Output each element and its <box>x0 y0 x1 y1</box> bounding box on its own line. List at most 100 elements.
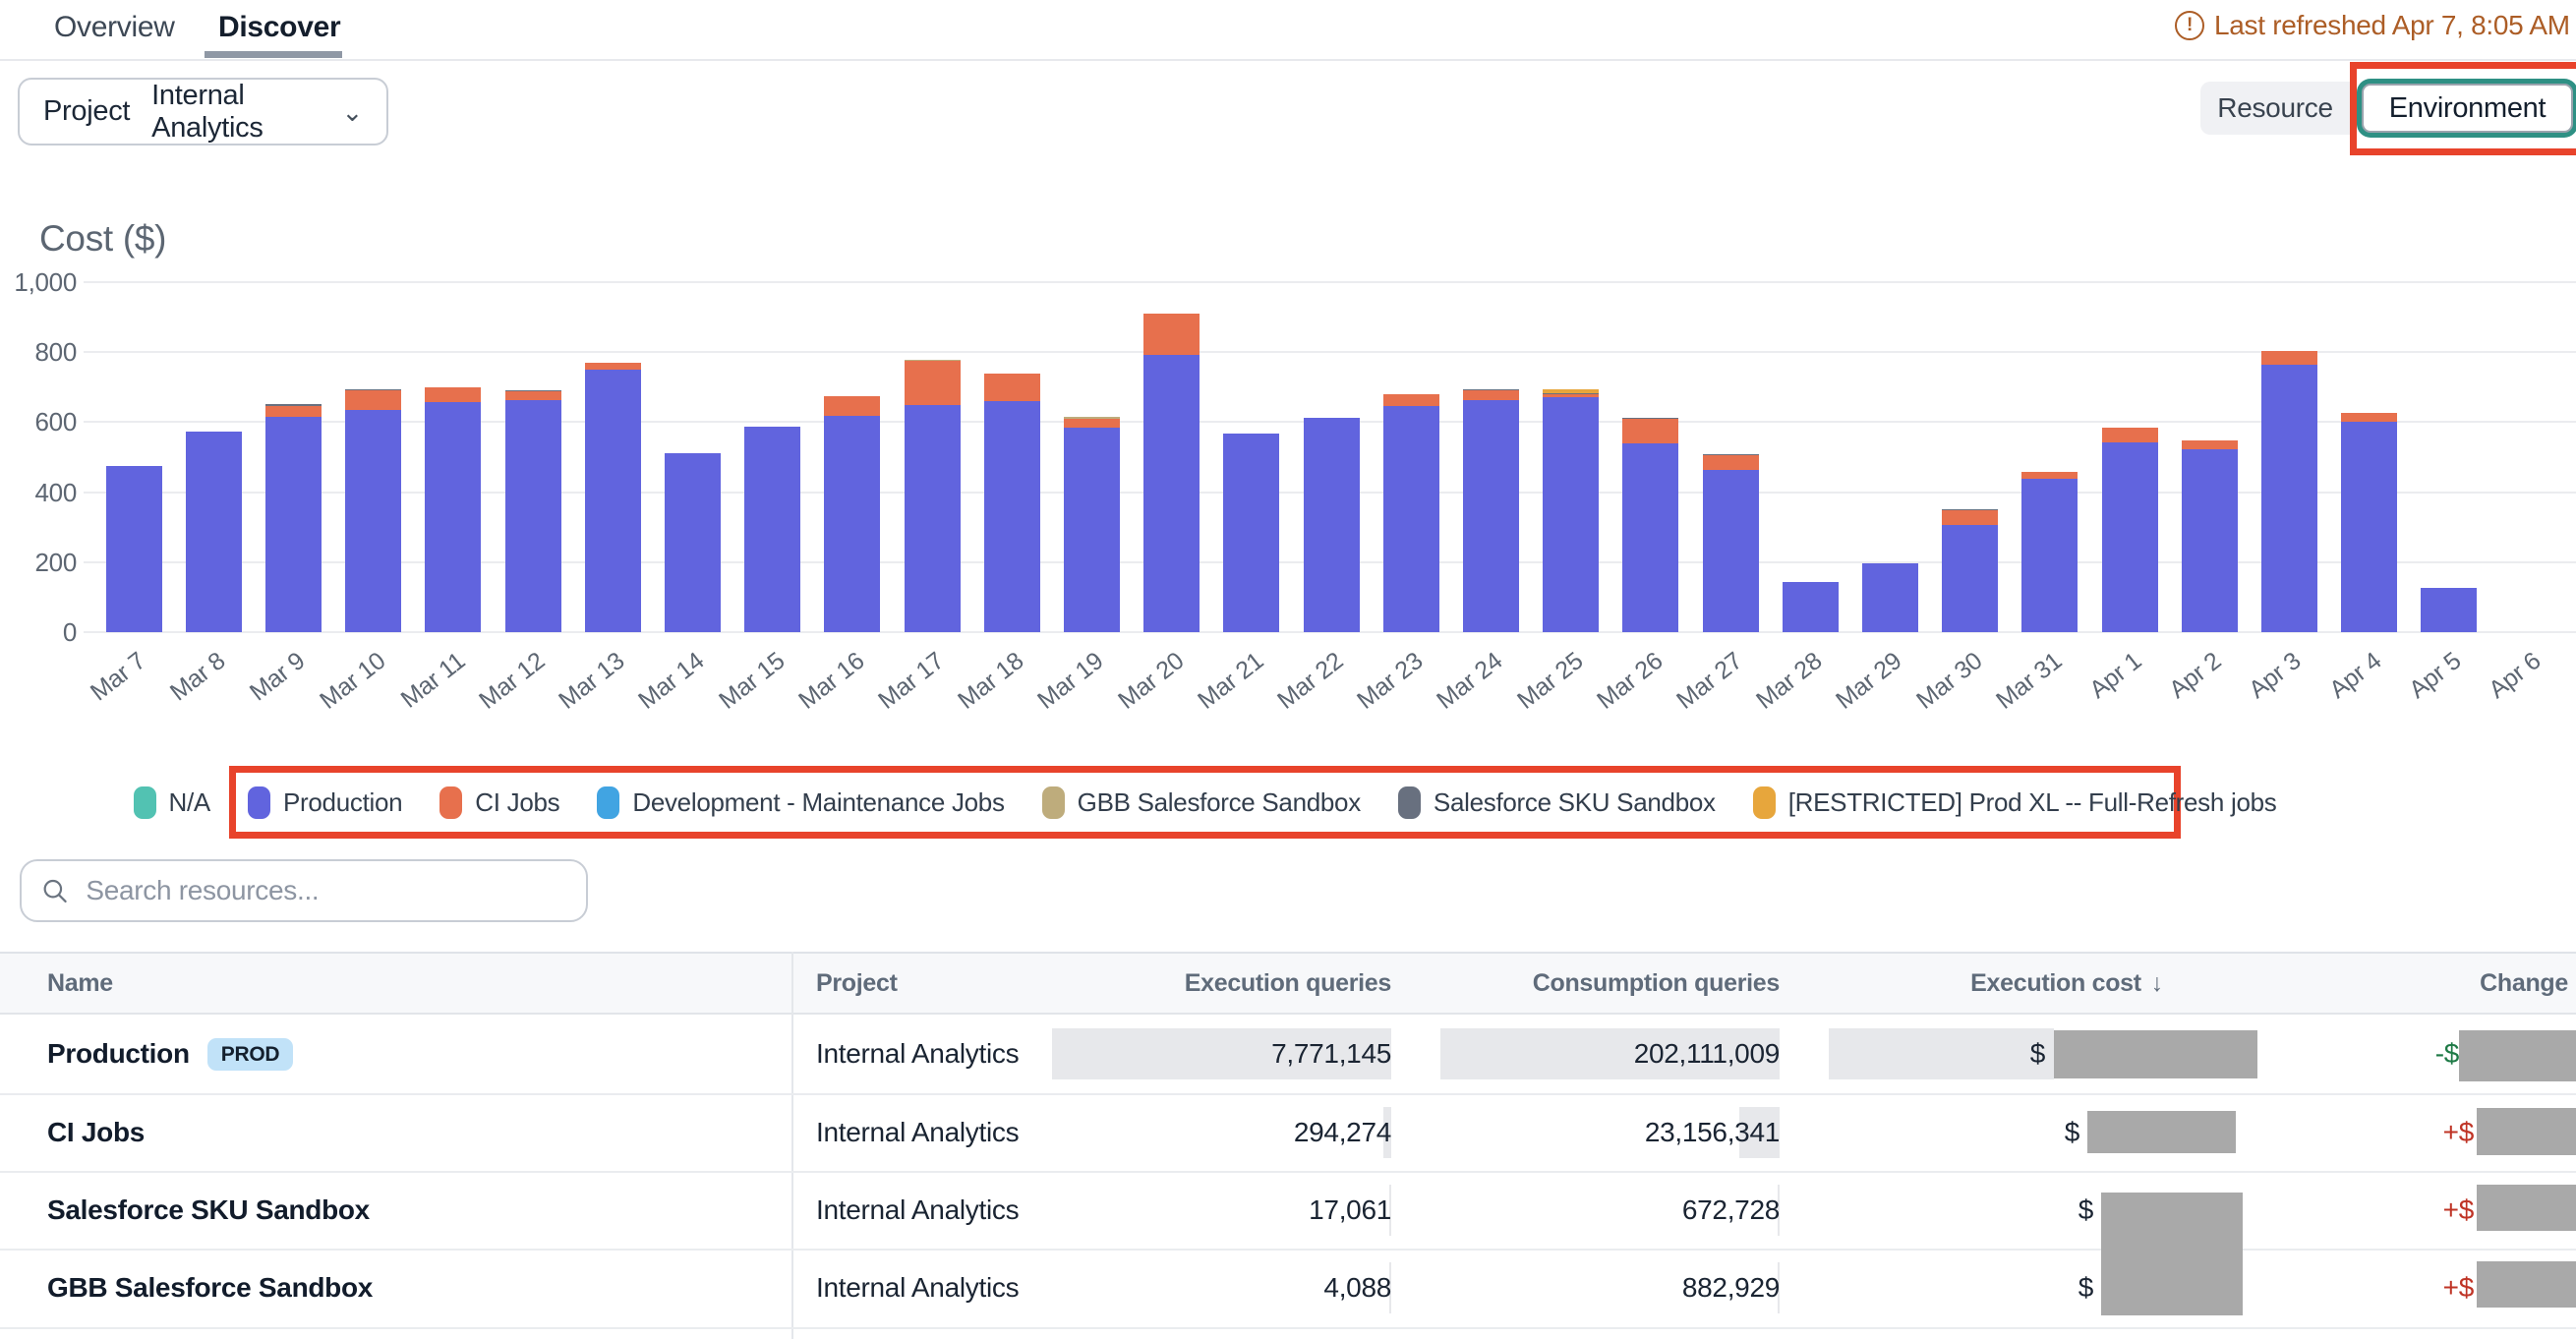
bar-segment-salesforce-sku-sandbox[interactable] <box>1462 389 1519 390</box>
bar-segment-production[interactable] <box>2260 364 2317 632</box>
resource-name: CI Jobs <box>47 1093 145 1171</box>
bar-segment-ci-jobs[interactable] <box>264 406 322 418</box>
bar-segment-production[interactable] <box>584 370 641 632</box>
legend-swatch-icon <box>439 786 463 819</box>
bar-segment-restricted-prod-xl-full-refresh-jobs[interactable] <box>1543 389 1600 393</box>
bar-segment-production[interactable] <box>1861 563 1918 632</box>
bar-segment-production[interactable] <box>2421 588 2478 632</box>
bar-segment-production[interactable] <box>1462 400 1519 632</box>
bar-segment-salesforce-sku-sandbox[interactable] <box>1543 392 1600 395</box>
bar-segment-ci-jobs[interactable] <box>1702 454 1759 470</box>
bar-segment-ci-jobs[interactable] <box>904 360 961 405</box>
bar-segment-ci-jobs[interactable] <box>1543 394 1600 398</box>
bar-segment-production[interactable] <box>504 400 561 632</box>
bar-segment-ci-jobs[interactable] <box>1622 418 1679 444</box>
legend-item[interactable]: Salesforce SKU Sandbox <box>1397 786 1716 819</box>
environment-toggle-button[interactable]: Environment <box>2362 84 2573 133</box>
bar-segment-production[interactable] <box>1063 428 1120 632</box>
project-filter-value: Internal Analytics <box>151 79 263 144</box>
bar-segment-ci-jobs[interactable] <box>345 390 402 410</box>
resource-toggle-button[interactable]: Resource <box>2200 82 2350 135</box>
bar-segment-gbb-salesforce-sandbox[interactable] <box>904 359 961 361</box>
legend-item[interactable]: Production <box>247 786 403 819</box>
column-header-consumption-queries[interactable]: Consumption queries <box>1532 969 1781 997</box>
bar-segment-production[interactable] <box>1782 581 1839 632</box>
bar-segment-production[interactable] <box>105 465 162 632</box>
column-header-name[interactable]: Name <box>47 969 113 997</box>
project-filter-dropdown[interactable]: Project Internal Analytics ⌄ <box>18 78 388 146</box>
bar-segment-ci-jobs[interactable] <box>2021 472 2078 479</box>
search-icon <box>43 879 67 903</box>
bar-segment-ci-jobs[interactable] <box>584 362 641 370</box>
column-header-change[interactable]: Change <box>2480 969 2568 997</box>
bar-segment-ci-jobs[interactable] <box>1382 393 1439 406</box>
execution-cost-prefix: $ <box>2029 1038 2046 1069</box>
bar-segment-salesforce-sku-sandbox[interactable] <box>504 390 561 392</box>
column-header-execution-queries[interactable]: Execution queries <box>1184 969 1392 997</box>
bar-segment-ci-jobs[interactable] <box>2341 412 2398 423</box>
bar-segment-gbb-salesforce-sandbox[interactable] <box>1063 417 1120 419</box>
legend-item[interactable]: CI Jobs <box>439 786 560 819</box>
bar-segment-production[interactable] <box>1223 433 1280 632</box>
bar-segment-production[interactable] <box>1303 417 1360 632</box>
bar-segment-production[interactable] <box>2181 449 2238 632</box>
bar-segment-production[interactable] <box>744 427 801 632</box>
bar-segment-ci-jobs[interactable] <box>1462 390 1519 400</box>
value-bar <box>1778 1262 1780 1313</box>
bar-segment-ci-jobs[interactable] <box>1063 418 1120 429</box>
column-header-project[interactable]: Project <box>816 969 898 997</box>
bar-segment-ci-jobs[interactable] <box>824 395 881 416</box>
bar-segment-production[interactable] <box>2021 478 2078 632</box>
bar-segment-production[interactable] <box>1942 525 1999 632</box>
bar-segment-ci-jobs[interactable] <box>504 391 561 400</box>
y-axis-tick-label: 800 <box>34 337 78 368</box>
bar-segment-production[interactable] <box>1382 406 1439 632</box>
legend-item[interactable]: GBB Salesforce Sandbox <box>1041 786 1361 819</box>
row-separator <box>0 1093 2576 1095</box>
tab-discover[interactable]: Discover <box>218 11 341 43</box>
bar-segment-production[interactable] <box>824 415 881 632</box>
redacted-change-value <box>2477 1185 2576 1231</box>
bar-segment-ci-jobs[interactable] <box>1143 314 1200 355</box>
tab-overview[interactable]: Overview <box>54 11 175 43</box>
value-bar <box>1440 1028 1780 1079</box>
bar-segment-production[interactable] <box>904 404 961 632</box>
bar-segment-ci-jobs[interactable] <box>2181 439 2238 450</box>
bar-segment-production[interactable] <box>185 432 242 632</box>
legend-label: [RESTRICTED] Prod XL -- Full-Refresh job… <box>1787 786 2277 817</box>
value-bar <box>1739 1107 1780 1158</box>
bar-segment-salesforce-sku-sandbox[interactable] <box>1702 454 1759 455</box>
search-resources-box[interactable] <box>20 859 588 922</box>
bar-segment-production[interactable] <box>1622 443 1679 632</box>
bar-segment-production[interactable] <box>345 409 402 632</box>
bar-segment-salesforce-sku-sandbox[interactable] <box>345 388 402 390</box>
bar-segment-ci-jobs[interactable] <box>2260 351 2317 365</box>
legend-swatch-icon <box>1397 786 1421 819</box>
bar-segment-production[interactable] <box>983 400 1040 632</box>
legend-label: N/A <box>168 786 211 817</box>
bar-segment-ci-jobs[interactable] <box>2101 428 2158 442</box>
bar-segment-production[interactable] <box>664 453 721 632</box>
bar-segment-production[interactable] <box>2341 422 2398 632</box>
row-separator <box>0 1327 2576 1329</box>
chart-legend: N/A Production CI Jobs Development - Mainte… <box>133 786 2277 819</box>
legend-item[interactable]: N/A <box>133 786 211 819</box>
bar-segment-ci-jobs[interactable] <box>425 387 482 403</box>
bar-segment-production[interactable] <box>1543 397 1600 632</box>
bar-segment-production[interactable] <box>264 417 322 632</box>
bar-segment-salesforce-sku-sandbox[interactable] <box>1622 418 1679 419</box>
bar-segment-ci-jobs[interactable] <box>1942 510 1999 526</box>
bar-segment-production[interactable] <box>1702 469 1759 632</box>
column-header-execution-cost[interactable]: Execution cost ↓ <box>1970 969 2163 997</box>
redacted-change-value <box>2459 1030 2576 1081</box>
legend-item[interactable]: [RESTRICTED] Prod XL -- Full-Refresh job… <box>1752 786 2277 819</box>
bar-segment-production[interactable] <box>2101 441 2158 632</box>
bar-segment-ci-jobs[interactable] <box>983 373 1040 401</box>
bar-segment-production[interactable] <box>425 402 482 632</box>
bar-segment-salesforce-sku-sandbox[interactable] <box>1942 509 1999 511</box>
bar-segment-salesforce-sku-sandbox[interactable] <box>264 403 322 407</box>
bar-segment-production[interactable] <box>1143 355 1200 632</box>
legend-item[interactable]: Development - Maintenance Jobs <box>597 786 1005 819</box>
search-input[interactable] <box>84 874 566 907</box>
